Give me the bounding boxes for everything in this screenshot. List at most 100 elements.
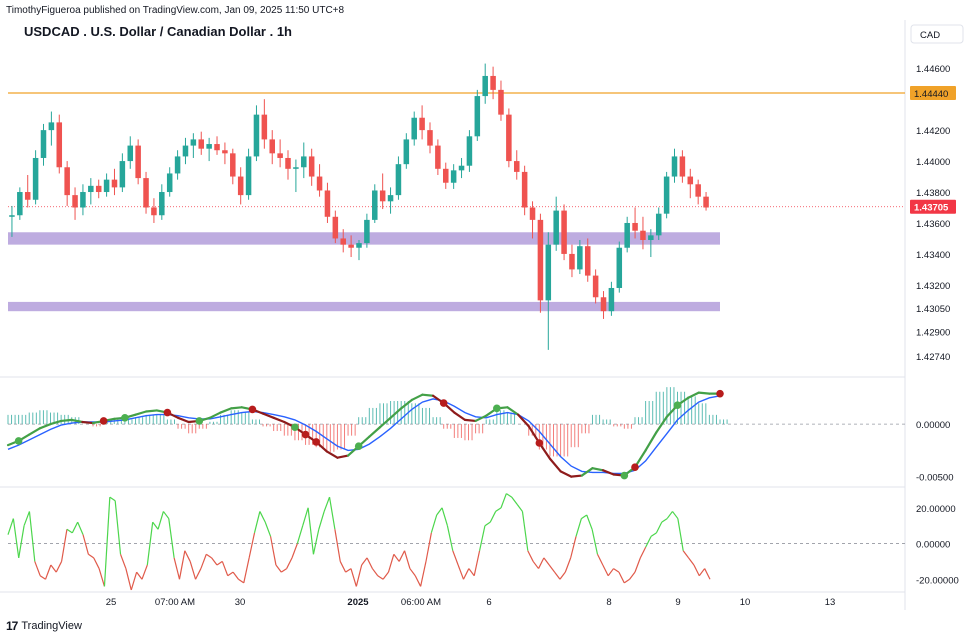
time-tick-label: 06:00 AM (401, 597, 441, 608)
candle-body (537, 219, 544, 301)
candle-body (356, 243, 362, 248)
candle-body (214, 144, 220, 151)
candle-body (277, 153, 283, 158)
oscillator-segment (623, 578, 630, 584)
fast-line-segment (516, 413, 530, 428)
oscillator-segment (634, 557, 641, 573)
resistance-price-tag (910, 85, 956, 100)
oscillator-segment (473, 550, 481, 576)
price-tick-label: 1.43400 (916, 250, 950, 261)
oscillator-segment (462, 568, 470, 580)
oscillator-segment (34, 561, 41, 576)
oscillator-segment (109, 496, 116, 502)
oscillator-segment (403, 550, 411, 569)
candle-body (56, 122, 63, 168)
candle-body (24, 192, 31, 200)
oscillator-segment (195, 568, 202, 580)
oscillator-segment (280, 568, 287, 573)
oscillator-segment (661, 518, 668, 523)
oscillator-segment (275, 564, 282, 573)
cross-marker (312, 438, 320, 446)
fast-line-segment (378, 416, 392, 429)
candle-body (237, 176, 244, 196)
candle-body (443, 168, 449, 183)
candle-body (490, 75, 496, 90)
oscillator-segment (312, 529, 320, 555)
oscillator-segment (420, 561, 427, 587)
oscillator-segment (93, 557, 100, 569)
oscillator-segment (60, 529, 68, 562)
candle-body (608, 287, 615, 312)
oscillator-segment (645, 536, 652, 548)
cross-marker (631, 463, 639, 471)
candle-body (427, 130, 433, 146)
oscillator-segment (570, 536, 577, 559)
candle-body (135, 145, 141, 179)
oscillator-segment (318, 511, 325, 530)
candle-body (332, 216, 339, 239)
oscillator-segment (125, 568, 132, 591)
time-tick-label: 13 (825, 597, 836, 608)
cross-marker (14, 437, 23, 445)
oscillator-segment (141, 564, 148, 580)
candle-body (308, 156, 315, 177)
oscillator-segment (259, 511, 266, 523)
oscillator-segment (248, 532, 256, 558)
macd-tick-label: 0.00000 (916, 420, 950, 431)
candle-body (648, 235, 654, 240)
fast-line-segment (145, 409, 158, 413)
oscillator-segment (371, 568, 379, 577)
candle-body (72, 195, 78, 208)
oscillator-segment (205, 553, 212, 559)
oscillator-segment (559, 571, 566, 580)
oscillator-segment (296, 525, 304, 544)
fast-line-segment (602, 469, 615, 476)
symbol-title[interactable]: USDCAD . U.S. Dollar / Canadian Dollar .… (24, 24, 292, 39)
oscillator-segment (39, 575, 46, 580)
fast-line-segment (81, 420, 95, 425)
oscillator-segment (613, 568, 620, 573)
oscillator-segment (345, 568, 352, 573)
fast-line-segment (261, 412, 275, 419)
candle-body (269, 139, 275, 154)
oscillator-segment (425, 532, 432, 562)
oscillator-segment (489, 511, 497, 523)
candle-body (293, 167, 299, 169)
candle-body (32, 157, 39, 200)
oscillator-segment (441, 507, 448, 526)
fast-line-segment (389, 407, 403, 419)
oscillator-segment (618, 571, 625, 584)
oscillator-segment (543, 557, 550, 566)
candle-body (435, 145, 441, 169)
oscillator-segment (436, 507, 443, 516)
cross-marker (301, 430, 310, 439)
candle-body (561, 210, 567, 254)
oscillator-segment (55, 561, 63, 573)
candle-body (671, 156, 678, 177)
oscillator-segment (12, 518, 20, 558)
oscillator-segment (146, 522, 154, 566)
publisher-line: TimothyFigueroa published on TradingView… (6, 5, 345, 16)
candle-body (364, 219, 370, 244)
tradingview-logo[interactable]: 17 TradingView (6, 619, 82, 633)
candle-body (143, 178, 149, 208)
candle-body (632, 222, 638, 231)
oscillator-segment (152, 521, 159, 530)
oscillator-segment (677, 518, 684, 551)
cross-marker (535, 439, 544, 447)
candle-body (687, 176, 694, 185)
oscillator-segment (548, 564, 556, 573)
support-zone (8, 232, 720, 245)
oscillator-segment (698, 568, 706, 577)
oscillator-segment (71, 521, 79, 534)
candle-body (111, 179, 118, 188)
candle-body (506, 114, 512, 162)
candle-body (222, 150, 228, 154)
candle-body (285, 157, 291, 169)
oscillator-segment (629, 571, 636, 580)
oscillator-segment (666, 511, 673, 519)
oscillator-segment (23, 511, 30, 526)
candle-body (521, 171, 528, 208)
oscillator-segment (457, 564, 465, 580)
